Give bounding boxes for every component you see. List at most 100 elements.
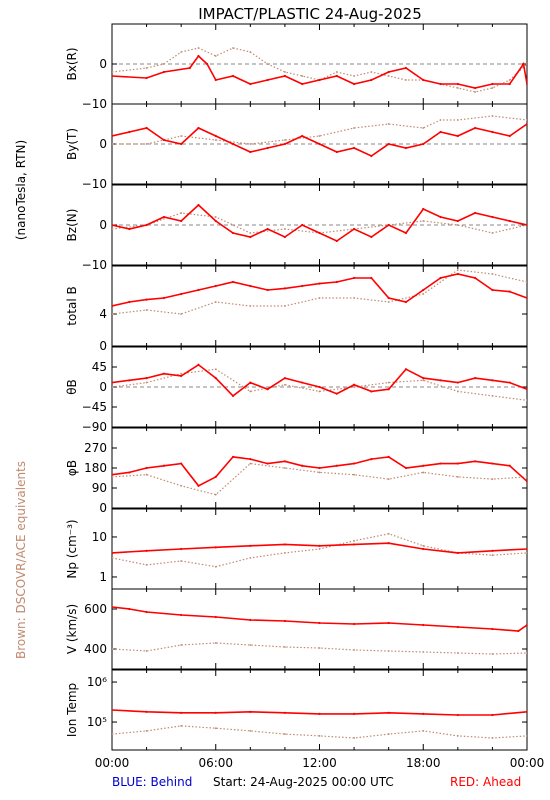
data-point-ahead <box>214 134 217 138</box>
y-axis-label: By(T) <box>65 128 79 160</box>
y-axis-label: Np (cm⁻³) <box>65 519 79 578</box>
data-point-dscovr <box>284 551 286 554</box>
data-point-ahead <box>231 280 235 284</box>
data-point-dscovr <box>145 730 148 732</box>
panel-by: 0 −10 By(T) <box>65 103 528 191</box>
data-point-ahead <box>145 76 148 80</box>
data-point-dscovr <box>508 79 511 81</box>
data-point-dscovr <box>422 651 425 653</box>
data-point-ahead <box>387 711 390 714</box>
data-point-ahead <box>180 219 183 223</box>
data-point-ahead <box>491 549 494 552</box>
data-point-ahead <box>231 394 235 397</box>
data-point-ahead <box>112 551 114 554</box>
series-line-dscovr <box>112 269 527 315</box>
series-line-dscovr <box>112 533 527 568</box>
data-point-dscovr <box>387 381 390 384</box>
y-tick-label: 400 <box>84 642 107 656</box>
data-point-ahead <box>370 276 373 280</box>
data-point-ahead <box>180 547 183 551</box>
x-tick-labels: 00:00 06:00 12:00 18:00 00:00 <box>95 756 545 770</box>
data-point-dscovr <box>353 649 355 651</box>
panel-frame <box>111 265 528 347</box>
data-point-ahead <box>370 390 373 393</box>
data-point-ahead <box>318 385 321 389</box>
data-point-ahead <box>112 381 114 384</box>
data-point-ahead <box>249 458 252 461</box>
data-point-ahead <box>439 276 442 280</box>
data-point-dscovr <box>456 652 459 654</box>
data-point-dscovr <box>370 71 373 73</box>
data-point-ahead <box>404 300 408 304</box>
data-point-ahead <box>283 619 287 623</box>
data-point-ahead <box>128 607 131 611</box>
data-point-dscovr <box>180 560 183 562</box>
data-point-dscovr <box>456 735 459 737</box>
x-tick-label: 12:00 <box>302 756 337 770</box>
y-tick-label: 0 <box>99 218 107 232</box>
data-point-ahead <box>508 464 511 467</box>
data-point-ahead <box>214 711 217 714</box>
data-point-ahead <box>387 621 390 625</box>
data-point-dscovr <box>422 471 425 474</box>
data-point-dscovr <box>180 135 183 137</box>
data-point-ahead <box>456 713 459 717</box>
data-point-ahead <box>162 464 165 467</box>
data-point-ahead <box>335 392 338 395</box>
data-point-ahead <box>214 284 217 288</box>
data-point-ahead <box>162 70 165 74</box>
data-point-dscovr <box>284 71 286 73</box>
data-point-ahead <box>352 383 356 386</box>
data-point-dscovr <box>422 293 425 295</box>
data-point-ahead <box>352 227 356 231</box>
data-point-dscovr <box>145 67 148 69</box>
data-point-dscovr <box>249 305 252 307</box>
data-point-dscovr <box>197 47 200 49</box>
data-point-ahead <box>387 388 390 391</box>
data-point-dscovr <box>249 232 252 234</box>
data-point-ahead <box>387 223 390 227</box>
data-point-dscovr <box>180 725 183 727</box>
data-point-ahead <box>249 150 252 154</box>
data-point-dscovr <box>491 478 494 481</box>
data-point-ahead <box>474 460 477 463</box>
data-point-dscovr <box>214 642 217 644</box>
data-point-ahead <box>439 82 442 86</box>
data-point-dscovr <box>353 127 355 129</box>
data-point-dscovr <box>214 368 217 371</box>
data-point-ahead <box>318 142 321 146</box>
data-point-dscovr <box>387 532 390 535</box>
data-point-ahead <box>422 78 425 82</box>
data-point-dscovr <box>387 478 390 481</box>
data-point-dscovr <box>387 123 390 125</box>
data-point-dscovr <box>112 556 113 559</box>
data-point-ahead <box>370 154 373 158</box>
y-tick-label: 90 <box>92 481 107 495</box>
data-point-ahead <box>352 276 356 280</box>
data-point-ahead <box>508 134 511 138</box>
data-point-ahead <box>301 381 304 384</box>
series-line-ahead <box>112 54 527 89</box>
y-axis-label: Bx(R) <box>65 47 79 80</box>
data-point-ahead <box>439 462 442 465</box>
data-point-ahead <box>474 377 477 380</box>
panel-bz: 0 −10 Bz(N) <box>65 184 528 272</box>
data-point-ahead <box>231 455 235 458</box>
data-point-ahead <box>145 223 148 227</box>
data-point-ahead <box>180 613 183 617</box>
dscovr-note-label: Brown: DSCOVR/ACE equivalents <box>14 461 28 659</box>
data-point-ahead <box>197 484 200 487</box>
data-point-dscovr <box>491 554 494 557</box>
data-point-ahead <box>112 473 114 476</box>
y-tick-label: 45 <box>92 360 107 374</box>
data-point-ahead <box>128 300 131 304</box>
data-point-ahead <box>301 284 304 288</box>
data-point-dscovr <box>284 733 286 735</box>
data-point-dscovr <box>422 220 425 222</box>
series-line-dscovr <box>112 47 527 93</box>
data-point-dscovr <box>387 75 390 77</box>
data-point-dscovr <box>526 63 527 65</box>
data-point-ahead <box>162 215 165 219</box>
data-point-ahead <box>352 622 356 626</box>
y-tick-label: −45 <box>82 400 107 414</box>
